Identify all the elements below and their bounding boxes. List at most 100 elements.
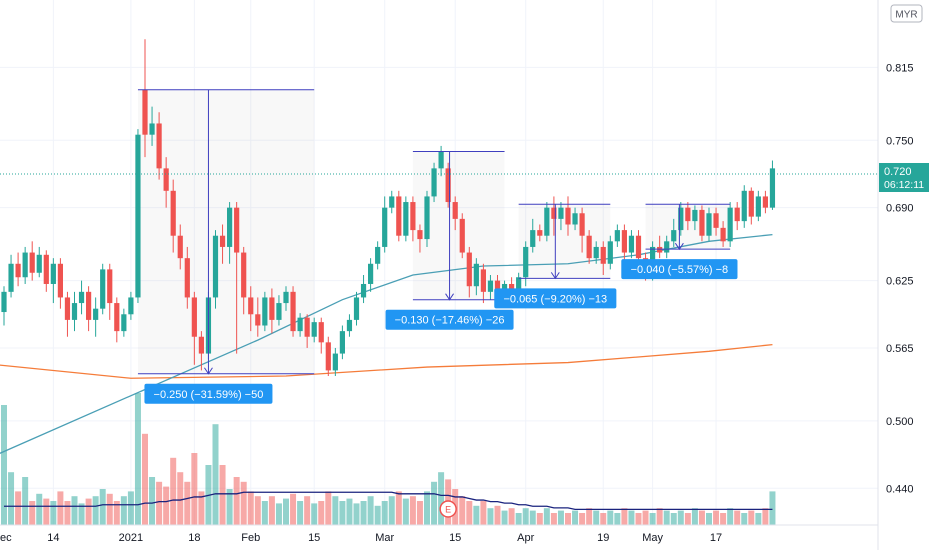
candle-body [107,269,113,304]
candle-body [431,168,437,197]
candle-body [586,235,592,259]
volume-bar [642,510,649,525]
candle-body [64,297,71,320]
candle-body [297,317,303,332]
volume-bar [22,477,29,525]
time-tick-label: 14 [47,532,59,544]
candle-body [382,207,388,247]
candle-body [255,314,261,326]
volume-bar [409,496,416,525]
measure-label: −0.250 (−31.59%) −50 [154,389,264,401]
volume-bar [36,493,43,525]
price-tick-label: 0.690 [886,203,914,215]
candle-body [269,297,275,320]
measure-arrow-head [204,367,213,375]
volume-bar [297,501,304,525]
candle-body [628,235,635,253]
volume-bar [374,505,381,525]
currency-badge[interactable]: MYR [890,4,923,23]
volume-bar [501,510,508,525]
candle-body [191,297,197,337]
candle-body [100,269,106,309]
candle-body [565,207,571,225]
earnings-marker-icon [439,500,457,518]
measure-label-box [144,383,273,404]
volume-bar [64,501,71,525]
volume-bar [332,496,339,525]
volume-bar [769,491,776,525]
price-tick-label: 0.750 [886,135,914,147]
candle-body [318,322,324,343]
measure-label: −0.065 (−9.20%) −13 [503,293,607,305]
volume-bar [557,510,564,525]
candle-body [410,202,416,231]
volume-bar [691,508,698,525]
volume-bar [311,503,318,525]
volume-bar [607,510,614,525]
candle-body [621,230,627,253]
candle-body [248,297,254,315]
candle-body [219,235,226,247]
volume-bar [734,510,741,525]
volume-bar [466,501,473,525]
last-price: 0.720 [884,166,912,178]
volume-bar [649,513,656,525]
price-tick-label: 0.625 [886,276,914,288]
candle-body [163,168,169,191]
volume-bar [1,405,7,525]
candle-body [57,263,63,298]
candle-body [93,308,99,320]
time-tick-label: 15 [308,532,320,544]
volume-bar [254,496,261,525]
time-axis[interactable]: ec 14 2021 18 Feb 15 Mar 15 Apr 19 May 17 [0,524,878,544]
volume-bar [431,481,438,525]
volume-bar [713,510,720,525]
candle-body [466,252,472,287]
candle-body [699,209,705,236]
last-price-badge: 0.720 06:12:11 [879,163,929,192]
volume-bar [15,491,22,525]
time-tick-label: 19 [597,532,609,544]
volume-bar [395,491,402,525]
candle-body [685,207,691,222]
volume-bar [593,510,600,525]
candle-body [600,246,606,264]
volume-ma-line [4,491,773,511]
candle-body [276,303,282,320]
volume-bar [755,513,762,525]
volume-bar [388,496,395,525]
candle-body [678,207,684,231]
volume-bar [720,513,727,525]
candle-body [283,291,289,304]
volume-bar [402,498,409,525]
candle-body [417,230,423,240]
candle-body [304,317,310,337]
volume-bar [353,503,360,525]
volume-bar [748,510,755,525]
volume-bar [134,393,141,525]
volume-bar [416,501,423,525]
volume-bar [92,496,99,525]
candle-body [713,213,719,228]
candle-body [459,218,465,253]
price-tick-label: 0.500 [886,416,914,428]
measure-label-box [494,288,617,309]
candle-body [579,213,585,236]
volume-bar [170,457,177,525]
ma-orange-line [0,343,773,379]
volume-bar [706,513,712,525]
currency-label: MYR [895,10,917,21]
volume-bar [360,501,367,525]
measurements[interactable]: −0.250 (−31.59%) −50 −0.130 (−17.46%) −26… [137,89,738,518]
candle-body [353,297,360,320]
time-tick-label: ec [0,532,12,544]
volume-bar [226,489,233,525]
time-tick-label: 2021 [119,532,143,544]
candle-body [762,196,768,208]
time-tick-label: Feb [241,532,260,544]
volume-bar [656,508,663,525]
measure-arrow-head [550,272,560,280]
price-axis[interactable]: 0.815 0.750 0.690 0.625 0.565 0.500 0.440 [877,0,914,550]
volume-bar [99,489,106,525]
